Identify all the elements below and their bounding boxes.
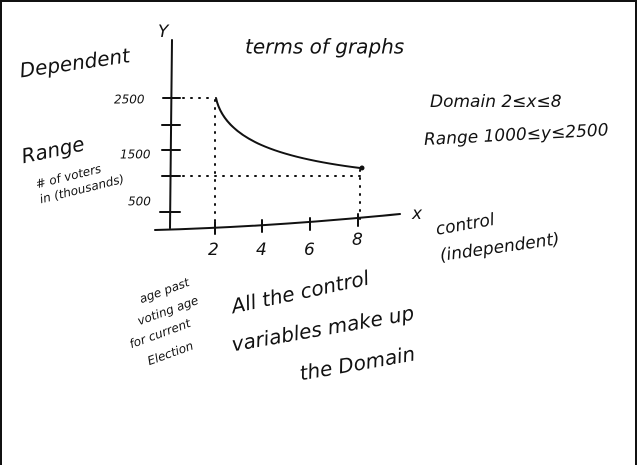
x-ticks [214,213,359,235]
y-tick-label: 1500 [120,148,151,162]
x-axis [154,213,401,231]
y-label: Y [158,22,170,42]
x-label: x [411,204,423,224]
y-ticks [159,97,181,213]
x-tick-label: 4 [256,240,267,260]
domain-note: Domain 2≤x≤8 [430,92,562,112]
x-tick-label: 2 [208,240,219,260]
x-tick-label: 8 [352,230,363,250]
curve [215,97,361,169]
x-tick-label: 6 [304,240,315,260]
y-tick-label: 2500 [114,93,145,107]
y-axis [169,39,173,229]
endpoint [359,165,365,171]
title: terms of graphs [245,35,404,59]
y-tick-label: 500 [128,195,151,209]
